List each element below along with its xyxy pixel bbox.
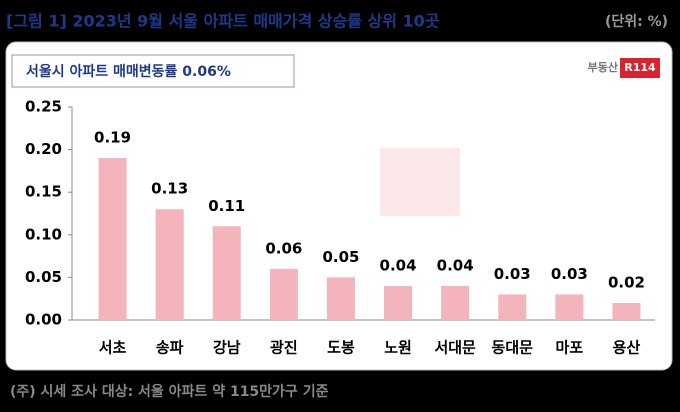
value-label: 0.19	[94, 129, 131, 147]
x-tick-label: 서초	[99, 339, 127, 357]
bar	[384, 285, 413, 320]
bar	[155, 209, 184, 320]
x-tick-label: 송파	[156, 339, 184, 357]
logo-badge-box	[620, 58, 660, 78]
value-label: 0.11	[208, 197, 245, 215]
subtitle-box	[11, 54, 295, 88]
bar	[498, 294, 527, 320]
bar	[441, 285, 470, 320]
x-tick-label: 광진	[270, 339, 298, 357]
bar	[98, 158, 127, 320]
y-tick-label: 0.20	[25, 140, 62, 158]
x-tick-label: 동대문	[492, 339, 534, 357]
value-label: 0.04	[437, 256, 474, 274]
watermark	[380, 148, 460, 216]
y-tick-label: 0.15	[25, 183, 62, 201]
value-label: 0.03	[494, 265, 531, 283]
y-tick-label: 0.00	[25, 311, 62, 329]
x-tick-label: 강남	[213, 339, 241, 357]
y-tick-label: 0.25	[25, 98, 62, 116]
x-tick-label: 용산	[613, 339, 641, 357]
header-title: [그림 1] 2023년 9월 서울 아파트 매매가격 상승률 상위 10곳	[6, 12, 440, 31]
x-tick-label: 마포	[556, 339, 584, 357]
bar	[555, 294, 584, 320]
value-label: 0.05	[322, 248, 359, 266]
bar	[212, 226, 241, 320]
footer-note: (주) 시세 조사 대상: 서울 아파트 약 115만가구 기준	[10, 383, 329, 400]
value-label: 0.13	[151, 180, 188, 198]
y-tick-label: 0.05	[25, 268, 62, 286]
value-label: 0.03	[551, 265, 588, 283]
subtitle: 서울시 아파트 매매변동률 0.06%	[26, 63, 231, 80]
unit: (단위: %)	[605, 13, 668, 30]
value-label: 0.04	[380, 256, 417, 274]
x-tick-label: 노원	[384, 339, 412, 357]
x-tick-label: 서대문	[434, 339, 476, 357]
bar	[269, 268, 298, 320]
bar	[612, 302, 641, 320]
value-label: 0.06	[265, 239, 302, 257]
logo-badge: R114	[624, 61, 656, 74]
bar	[326, 277, 355, 320]
x-tick-label: 도봉	[327, 339, 355, 357]
logo-text: 부동산	[588, 60, 618, 74]
value-label: 0.02	[608, 273, 645, 291]
y-tick-label: 0.10	[25, 225, 62, 243]
